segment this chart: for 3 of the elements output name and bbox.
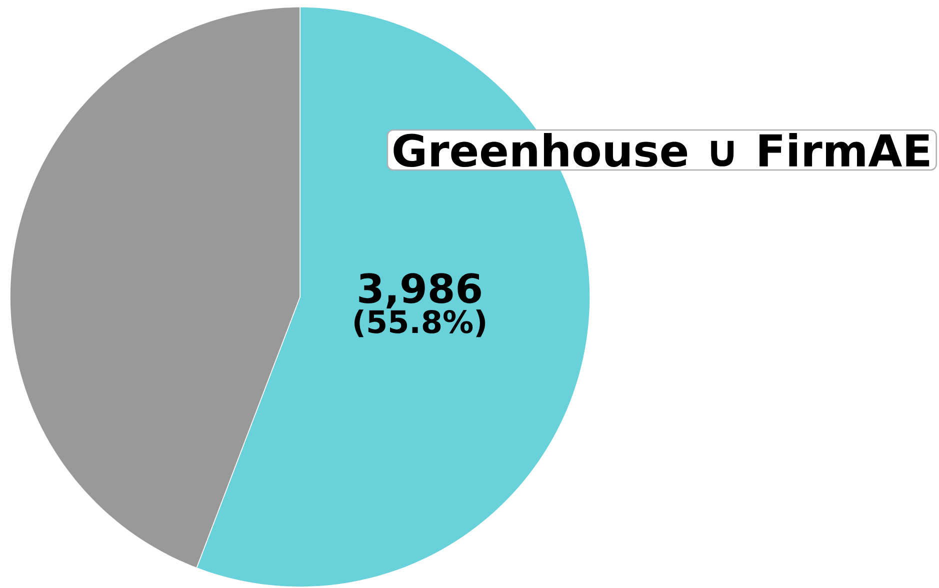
data-label: 3,986 xyxy=(359,273,481,308)
slice-label: Greenhouse ∪ FirmAE xyxy=(394,132,930,168)
text: (55.8%) xyxy=(354,309,486,338)
